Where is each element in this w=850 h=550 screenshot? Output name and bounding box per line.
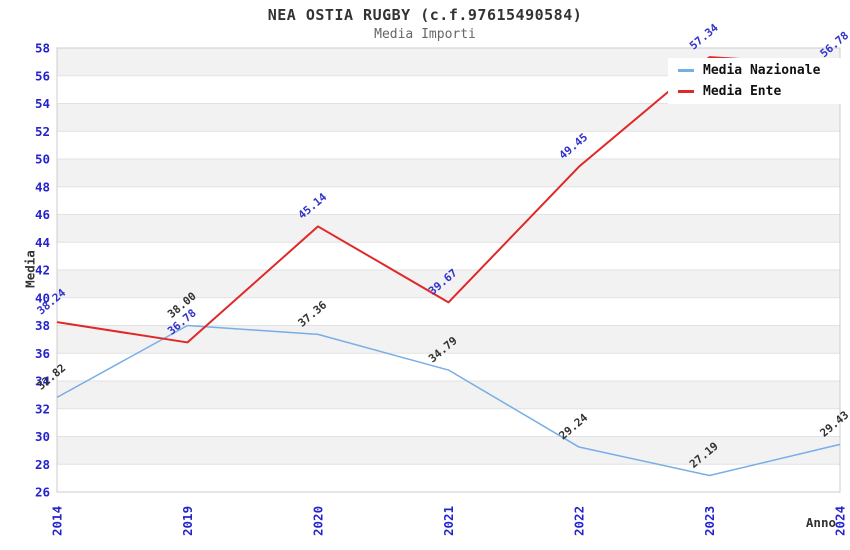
y-tick-label: 44 [35, 235, 50, 250]
legend-item-media-ente: Media Ente [678, 84, 848, 99]
plot-band [57, 436, 840, 465]
plot-border [56, 47, 841, 493]
y-tick-label: 54 [35, 96, 50, 111]
series-line-media-ente [56, 56, 841, 344]
y-tick-label: 40 [35, 290, 50, 305]
x-tick-label: 2021 [441, 506, 456, 536]
legend-swatch-media-ente [678, 89, 694, 93]
plot-band [57, 325, 840, 354]
series-line-media-nazionale [56, 324, 841, 477]
plot-band [57, 103, 840, 132]
y-tick-label: 34 [35, 374, 50, 389]
chart-legend: Media Nazionale Media Ente [668, 58, 848, 104]
y-tick-label: 26 [35, 485, 50, 500]
y-tick-label: 50 [35, 152, 50, 167]
y-tick-label: 36 [35, 346, 50, 361]
plot-band [57, 270, 840, 298]
x-tick-label: 2020 [311, 506, 326, 536]
x-axis-title: Anno [805, 515, 836, 530]
y-tick-label: 56 [35, 68, 50, 83]
x-tick-label: 2014 [50, 506, 65, 536]
x-tick-label: 2022 [572, 506, 587, 536]
x-tick-label: 2023 [702, 506, 717, 536]
x-tick-label: 2019 [180, 506, 195, 536]
y-tick-label: 28 [35, 457, 50, 472]
chart-title: NEA OSTIA RUGBY (c.f.97615490584) [267, 6, 583, 24]
y-tick-label: 58 [35, 41, 50, 56]
legend-item-media-nazionale: Media Nazionale [678, 63, 848, 78]
plot-band [57, 408, 840, 437]
plot-band [57, 131, 840, 159]
chart-subtitle: Media Importi [374, 27, 476, 42]
plot-band [57, 381, 840, 409]
plot-band [57, 214, 840, 243]
legend-swatch-media-nazionale [678, 69, 694, 73]
plot-band [57, 186, 840, 215]
y-axis-title: Media [22, 250, 38, 288]
legend-label-media-nazionale: Media Nazionale [703, 63, 821, 79]
plot-band [57, 159, 840, 187]
plot-band [57, 353, 840, 381]
y-tick-label: 46 [35, 207, 50, 222]
plot-band [57, 242, 840, 270]
y-tick-label: 32 [35, 401, 50, 416]
y-tick-label: 52 [35, 124, 50, 139]
y-tick-label: 38 [35, 318, 50, 333]
y-tick-label: 42 [35, 263, 50, 278]
plot-band [57, 464, 840, 492]
y-tick-label: 30 [35, 429, 50, 444]
x-tick-label: 2024 [833, 506, 848, 536]
legend-label-media-ente: Media Ente [703, 83, 782, 99]
y-tick-label: 48 [35, 179, 50, 194]
